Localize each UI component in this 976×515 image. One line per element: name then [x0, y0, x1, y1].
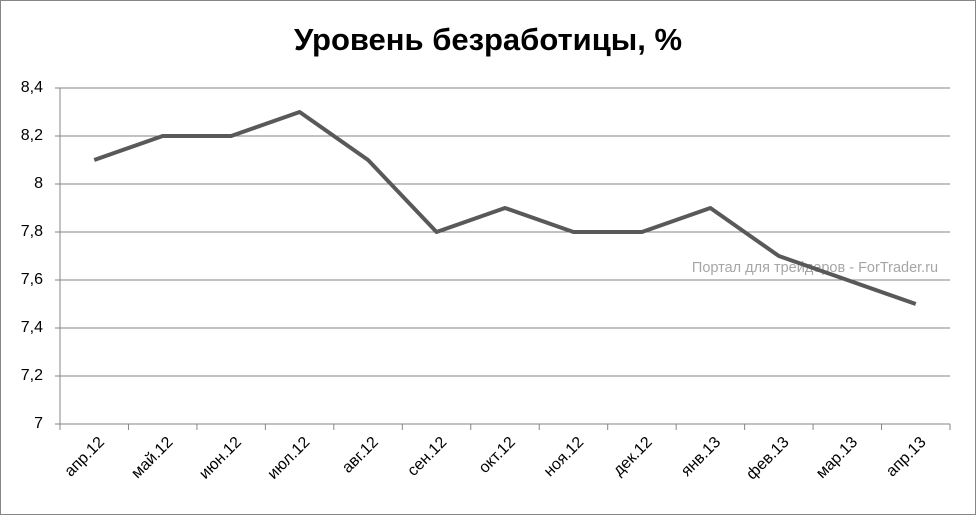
y-tick-label: 7,2: [21, 367, 43, 384]
y-tick-label: 8,4: [21, 79, 43, 96]
y-tick-label: 7,8: [21, 223, 43, 240]
y-tick-label: 7,4: [21, 319, 43, 336]
y-tick-label: 8: [34, 175, 43, 192]
chart-title: Уровень безработицы, %: [294, 22, 682, 57]
y-tick-label: 7: [34, 415, 43, 432]
line-series: [93, 110, 917, 306]
y-tick-label: 7,6: [21, 271, 43, 288]
y-tick-label: 8,2: [21, 127, 43, 144]
